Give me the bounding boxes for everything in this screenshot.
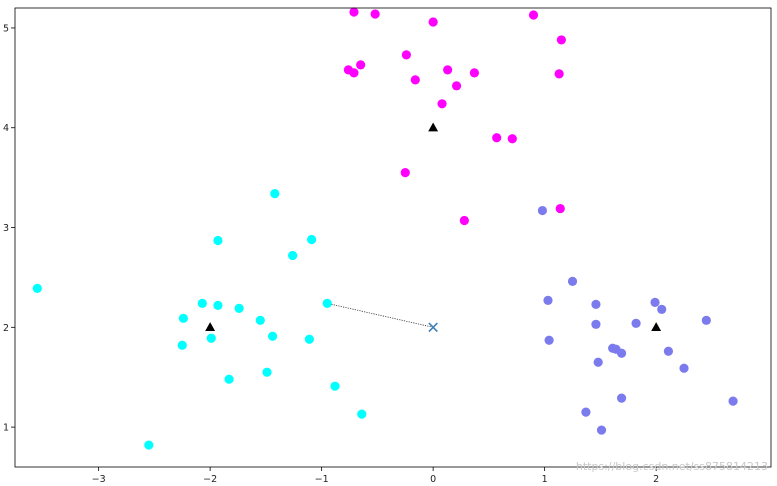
series-1-point-4 [356,60,366,70]
series-0-point-18 [330,381,340,391]
y-tick-label-3: 4 [3,123,9,134]
series-1-point-19 [555,203,565,214]
series-1-point-7 [428,17,438,27]
series-1-point-17 [556,35,566,45]
series-0-point-3 [177,340,187,350]
series-1-point-5 [401,50,411,60]
plot-area [32,7,738,450]
series-0-point-19 [357,409,367,419]
axes: −3 −2 −1 0 1 2 1 2 3 4 5 [3,23,659,485]
series-2-point-4 [581,407,591,417]
series-2-point-7 [593,357,603,367]
series-1-point-6 [410,75,420,85]
series-0-point-0 [32,283,42,293]
query-point-marker [428,322,438,333]
series-1-point-14 [492,133,502,143]
series-2-point-14 [650,297,660,307]
x-tick-label-3: 0 [430,474,436,485]
watermark-text: https://blog.csdn.net/ss875814213 [576,460,768,473]
series-0-point-8 [224,374,234,384]
y-tick-label-0: 1 [3,423,9,434]
series-2-point-11 [616,348,627,358]
series-1-point-13 [459,215,469,226]
x-tick-label-5: 2 [653,474,659,485]
series-1-point-15 [507,134,517,144]
series-1-point-9 [443,65,453,75]
center-marker-2 [651,322,662,331]
series-0-point-4 [197,298,207,308]
series-2-point-8 [596,425,607,435]
query-marker-stroke-2 [428,322,438,333]
series-0-point-2 [178,313,188,323]
series-0-point-11 [262,367,272,377]
series-2-point-5 [591,299,601,309]
x-tick-label-2: −1 [315,474,329,485]
x-tick-label-1: −2 [203,474,217,485]
series-2-point-3 [567,276,578,287]
series-2-point-1 [543,295,553,305]
x-tick-label-0: −3 [92,474,106,485]
y-tick-label-4: 5 [3,23,9,34]
series-1-point-1 [370,9,380,19]
series-1-point-18 [554,69,564,79]
x-tick-label-4: 1 [542,474,548,485]
plot-frame [14,7,772,468]
series-2-point-6 [591,319,601,329]
series-0-point-6 [213,300,223,310]
y-tick-label-1: 2 [3,323,9,334]
series-2-point-2 [544,335,554,345]
series-1-point-3 [349,68,359,78]
series-1-point-0 [349,7,359,17]
series-0-point-12 [267,331,278,341]
series-2-point-19 [728,396,738,406]
series-0-point-9 [234,303,244,313]
series-0-point-1 [144,440,154,450]
center-marker-1 [428,122,439,132]
series-0-point-15 [304,334,314,344]
series-1-point-8 [437,99,447,109]
series-0-point-17 [322,298,332,308]
y-tick-label-2: 3 [3,223,9,234]
series-0-point-14 [288,250,298,261]
center-marker-0 [205,322,216,331]
series-2-point-18 [701,315,711,325]
series-2-point-15 [657,304,667,314]
series-0-point-7 [213,235,223,246]
series-1-point-12 [400,168,410,178]
series-1-point-11 [469,68,479,78]
series-2-point-13 [631,318,641,328]
series-0-point-16 [307,234,317,245]
series-1-point-16 [528,10,539,20]
series-2-point-12 [616,393,627,403]
series-2-point-16 [663,346,674,356]
series-1-point-10 [451,81,462,91]
series-0-point-13 [270,188,280,199]
series-2-point-0 [537,205,548,216]
series-0-point-10 [255,315,265,325]
series-2-point-17 [679,363,689,373]
series-0-point-5 [206,333,216,343]
